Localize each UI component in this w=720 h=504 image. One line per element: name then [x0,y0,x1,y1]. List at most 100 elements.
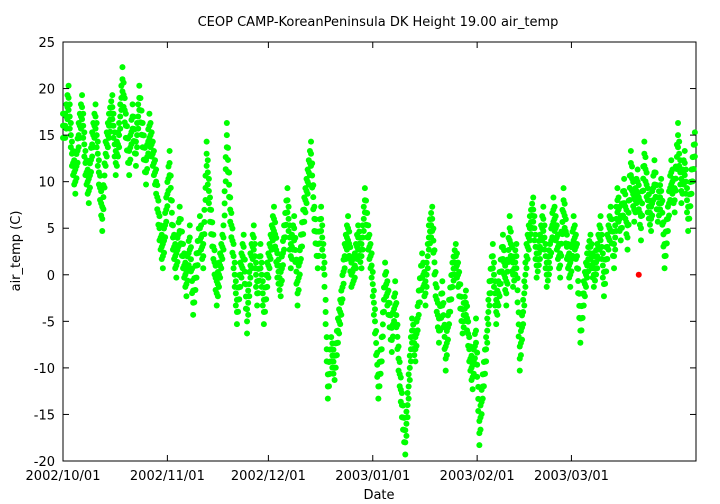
data-point [402,427,409,434]
data-point [245,311,252,318]
data-point [321,271,328,278]
data-point [241,268,248,275]
data-point [338,311,345,318]
data-point [644,185,651,192]
data-point [490,259,497,266]
data-point [168,209,175,216]
data-point [496,293,503,300]
data-point [545,259,552,266]
data-point [513,241,520,248]
data-point [328,334,335,341]
data-point [227,194,234,201]
data-point [257,241,264,248]
data-point [520,309,527,316]
data-point [214,293,221,300]
data-point [330,346,337,353]
data-point [568,268,575,275]
data-point [519,336,526,343]
data-point [447,308,454,315]
data-point [253,259,260,266]
data-point [597,213,604,220]
data-point [637,225,644,232]
data-point [367,241,374,248]
data-point [435,339,442,346]
data-point [258,259,265,266]
data-point [461,293,468,300]
data-point [231,259,238,266]
data-point [187,256,194,263]
data-point [384,278,391,285]
data-point [522,283,529,290]
data-point [534,268,541,275]
data-point [244,318,251,325]
data-point [153,166,160,173]
data-point [484,339,491,346]
data-point [250,222,257,229]
data-point [368,274,375,281]
data-point [392,290,399,297]
data-point [361,185,368,192]
data-point [152,157,159,164]
data-point [403,420,410,427]
data-point [582,283,589,290]
data-point [194,262,201,269]
data-point [300,231,307,238]
data-point [285,215,292,222]
data-point [501,247,508,254]
data-point [581,293,588,300]
data-point [232,278,239,285]
data-point [281,246,288,253]
data-point [80,134,87,141]
data-point [93,120,100,127]
data-point [240,243,247,250]
data-point [486,302,493,309]
data-point [267,255,274,262]
data-point [439,290,446,297]
data-point [66,125,73,132]
data-point [94,162,101,169]
data-point [358,265,365,272]
data-point [322,296,329,303]
data-point [108,98,115,105]
data-point [522,271,529,278]
data-point [62,134,69,141]
data-point [101,172,108,179]
data-point [414,327,421,334]
data-point [162,234,169,241]
data-point [257,265,264,272]
data-point [103,153,110,160]
data-point [204,157,211,164]
data-point [487,290,494,297]
data-point [607,203,614,210]
data-point [405,371,412,378]
data-point [686,215,693,222]
data-point [129,101,136,108]
data-point [580,302,587,309]
data-point [684,185,691,192]
data-point [308,138,315,145]
data-point [132,150,139,157]
data-point [548,249,555,256]
data-point [574,253,581,260]
data-point [257,253,264,260]
data-point [648,228,655,235]
data-point [684,209,691,216]
data-point [444,336,451,343]
data-point [662,252,669,259]
data-point [107,128,114,135]
data-point [403,408,410,415]
data-point [302,209,309,216]
data-point [629,163,636,170]
data-point [159,265,166,272]
data-point [497,280,504,287]
data-point [173,274,180,281]
data-point [369,268,376,275]
data-point [149,138,156,145]
data-point [535,262,542,269]
data-point [481,370,488,377]
data-point [359,234,366,241]
data-point [299,243,306,250]
data-point [259,278,266,285]
x-axis-label: Date [363,488,394,503]
x-tick-label: 2002/11/01 [130,469,205,484]
